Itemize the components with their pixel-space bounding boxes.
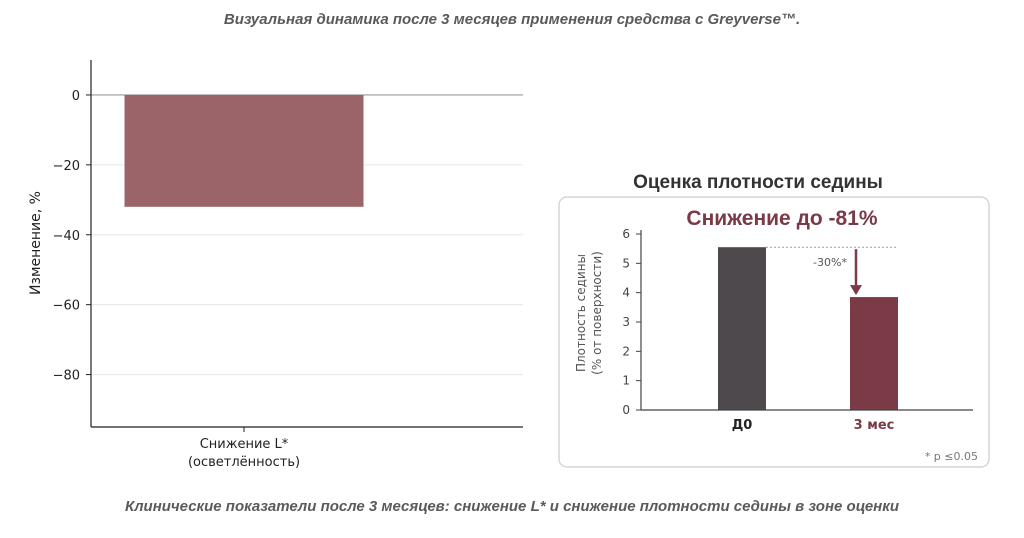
- left-y-axis-label: Изменение, %: [28, 191, 44, 295]
- right-y-tick-label: 2: [622, 344, 630, 358]
- right-y-axis-label-line2: (% от поверхности): [590, 251, 604, 375]
- right-chart-title: Оценка плотности седины: [633, 172, 883, 193]
- reduction-arrow-head: [850, 285, 862, 296]
- right-x-tick-label: 3 мес: [854, 418, 895, 433]
- left-y-tick-label: −20: [53, 159, 80, 174]
- right-y-tick-label: 1: [622, 374, 630, 388]
- right-footnote: * p ≤0.05: [925, 450, 978, 463]
- right-y-tick-label: 3: [622, 315, 630, 329]
- right-y-tick-label: 5: [622, 256, 630, 270]
- right-y-tick-label: 6: [622, 227, 630, 241]
- right-y-tick-label: 0: [622, 403, 630, 417]
- left-y-tick-label: −60: [53, 299, 80, 314]
- left-x-tick-label-line2: (осветлённость): [188, 455, 300, 470]
- left-bar: [124, 94, 364, 207]
- right-bar: [718, 247, 766, 410]
- reduction-annotation: -30%*: [813, 256, 847, 269]
- page-title: Визуальная динамика после 3 месяцев прим…: [223, 11, 801, 28]
- left-y-tick-label: 0: [72, 89, 80, 104]
- right-x-tick-label: Д0: [732, 418, 753, 433]
- left-y-tick-label: −40: [53, 229, 80, 244]
- right-chart-subtitle: Снижение до -81%: [686, 207, 878, 230]
- right-y-axis-label-line1: Плотность седины: [574, 254, 588, 372]
- left-x-tick-label-line1: Снижение L*: [200, 437, 289, 452]
- right-bar: [850, 297, 898, 410]
- bottom-caption: Клинические показатели после 3 месяцев: …: [124, 498, 899, 515]
- right-y-tick-label: 4: [622, 286, 630, 300]
- left-y-tick-label: −80: [53, 369, 80, 384]
